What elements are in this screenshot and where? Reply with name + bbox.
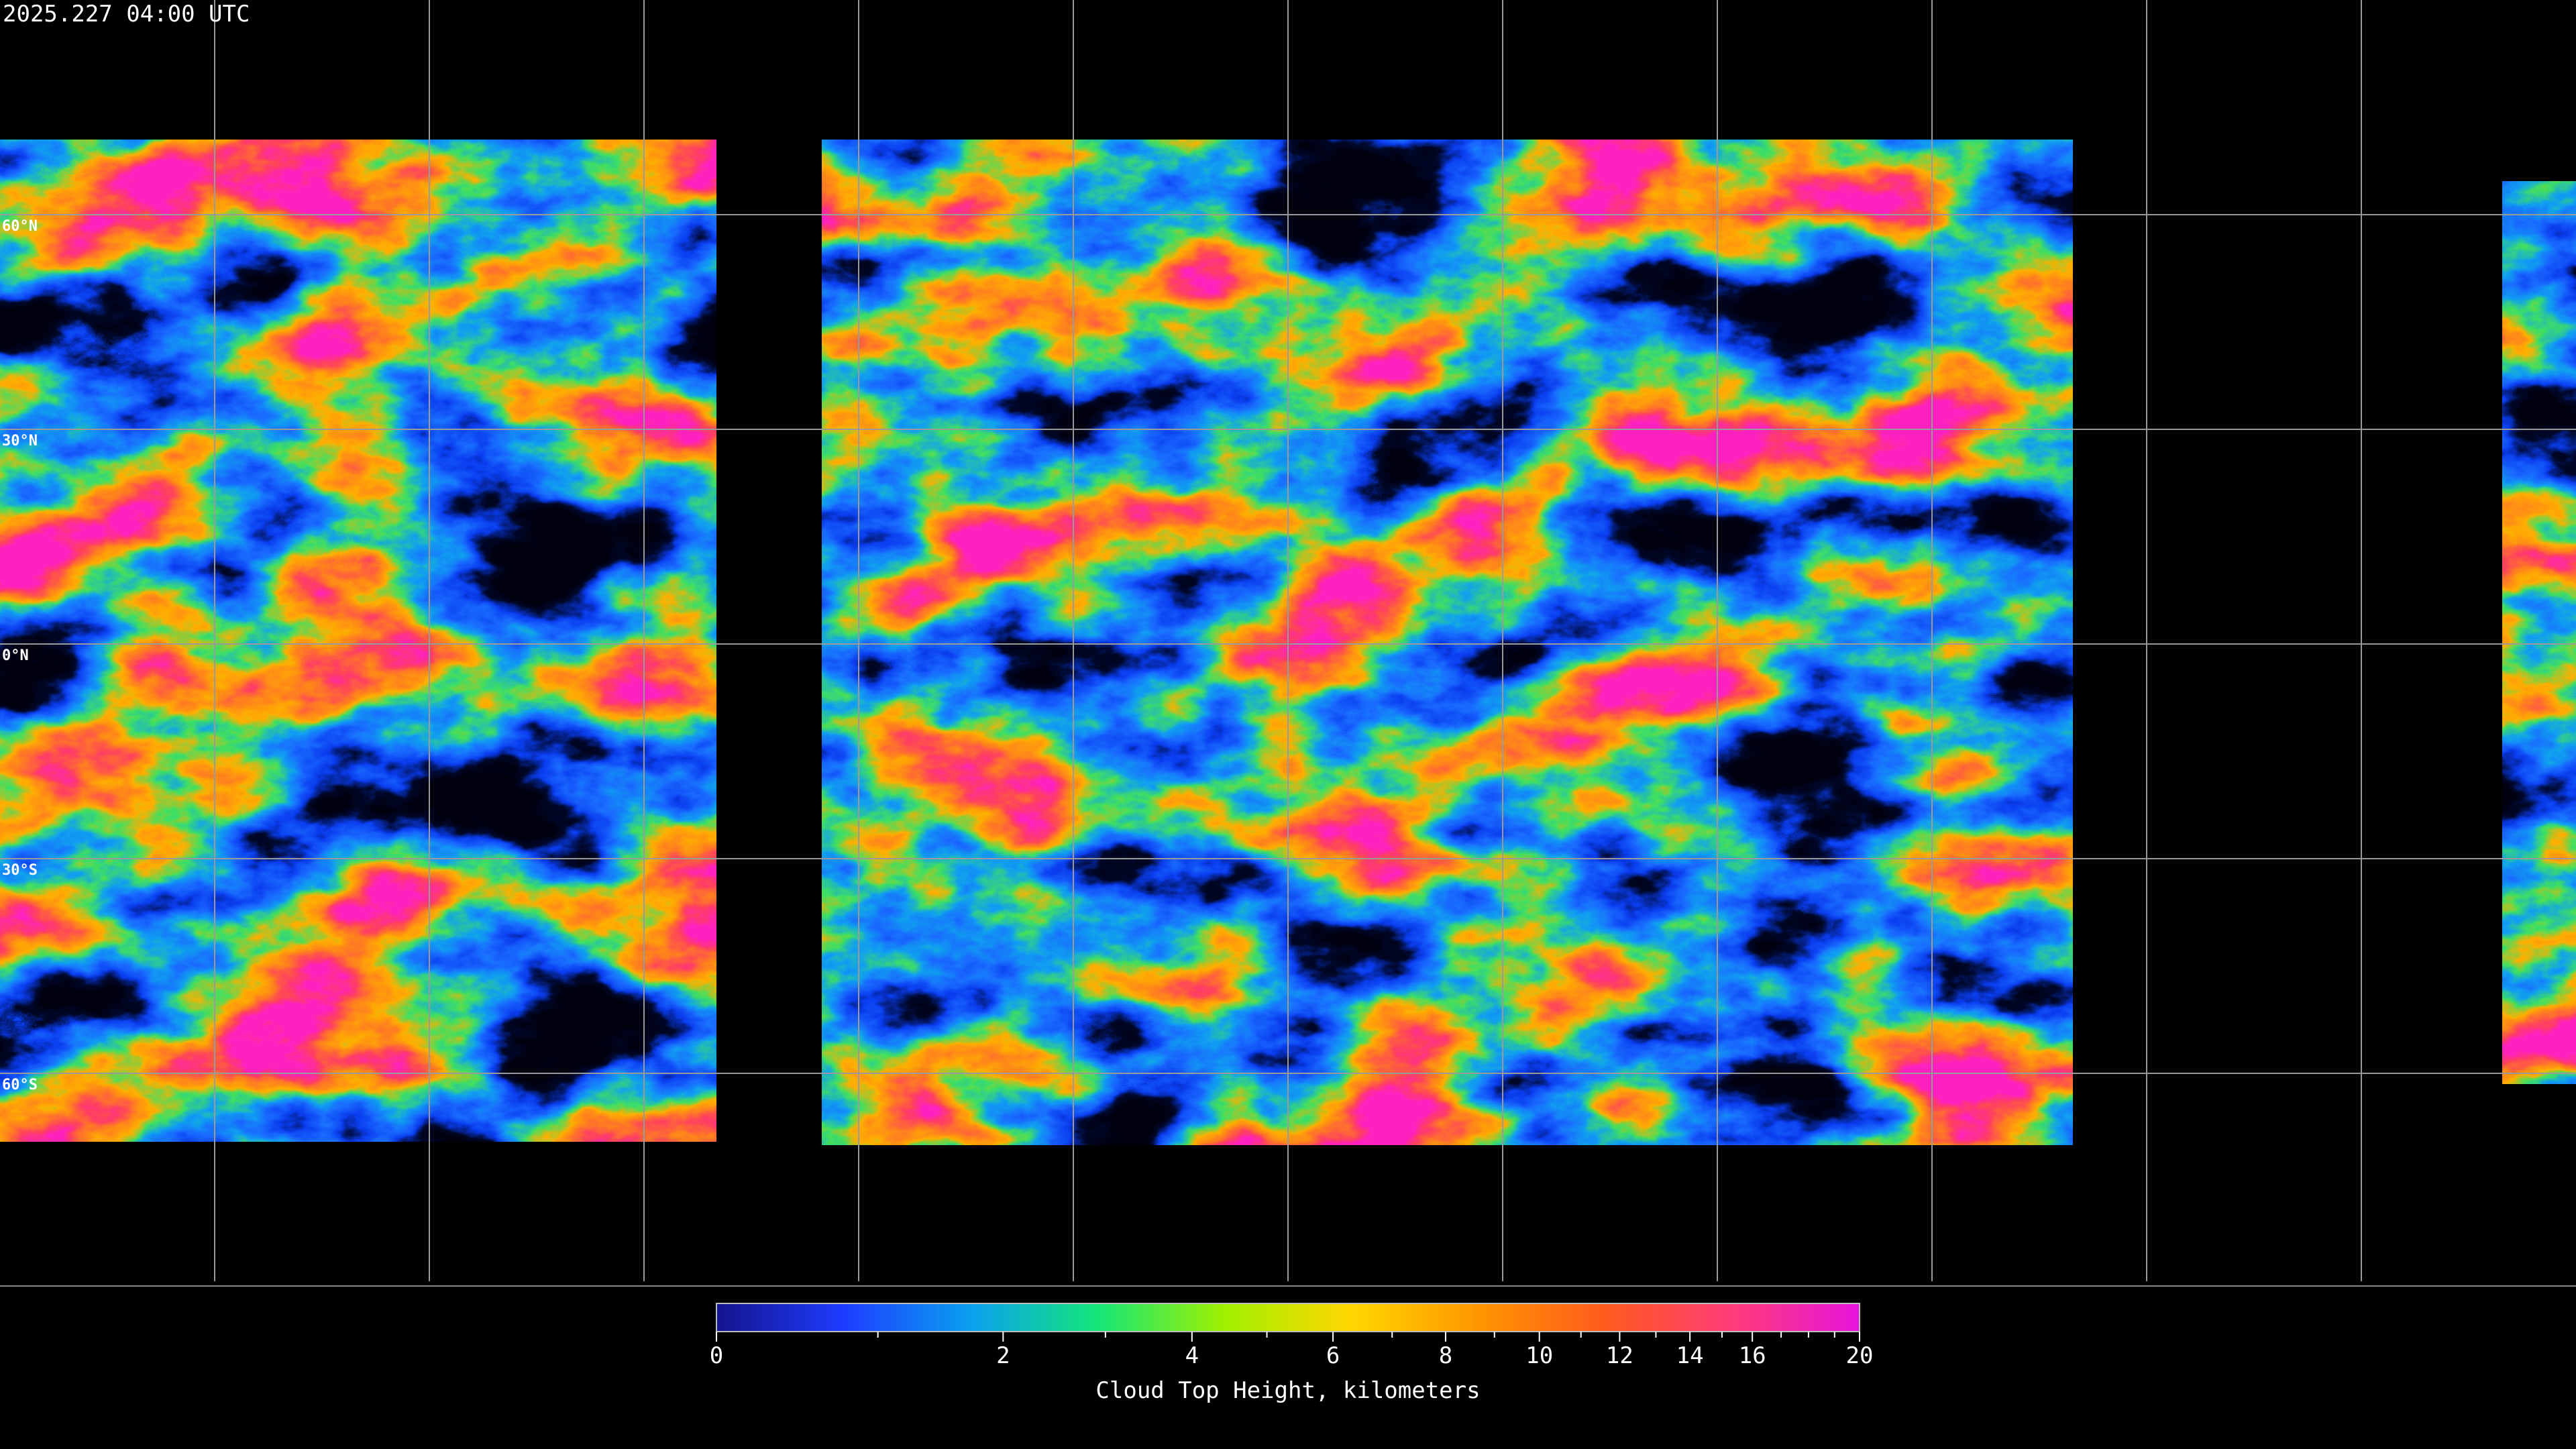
imagery-panel <box>2502 181 2576 1084</box>
colorbar-tick-label: 16 <box>1739 1342 1766 1369</box>
timestamp: 2025.227 04:00 UTC <box>3 1 250 28</box>
graticule: 60°N 30°N 0°N 30°S 60°S <box>0 0 2576 1281</box>
colorbar-gradient <box>716 1303 1860 1332</box>
colorbar-tick-label: 10 <box>1525 1342 1553 1369</box>
colorbar-tick-label: 0 <box>710 1342 723 1369</box>
colorbar-tick-label: 14 <box>1676 1342 1704 1369</box>
colorbar-tick-label: 12 <box>1606 1342 1633 1369</box>
satellite-imagery <box>0 140 2576 1145</box>
colorbar: Cloud Top Height, kilometers 0 2 4 6 8 10 12 14… <box>710 1303 1874 1404</box>
latitude-label: 60°N <box>2 218 38 235</box>
colorbar-tick-label: 8 <box>1439 1342 1452 1369</box>
colorbar-tick-label: 4 <box>1185 1342 1199 1369</box>
latitude-label: 0°N <box>2 647 29 664</box>
colorbar-label: Cloud Top Height, kilometers <box>1095 1377 1480 1404</box>
latitude-label: 30°S <box>2 862 38 879</box>
colorbar-tick-label: 6 <box>1326 1342 1340 1369</box>
colorbar-tick-label: 2 <box>996 1342 1010 1369</box>
colorbar-tick-label: 20 <box>1846 1342 1874 1369</box>
imagery-panel <box>822 140 2073 1145</box>
imagery-panel <box>0 140 716 1142</box>
latitude-label: 60°S <box>2 1077 38 1093</box>
latitude-label: 30°N <box>2 433 38 449</box>
